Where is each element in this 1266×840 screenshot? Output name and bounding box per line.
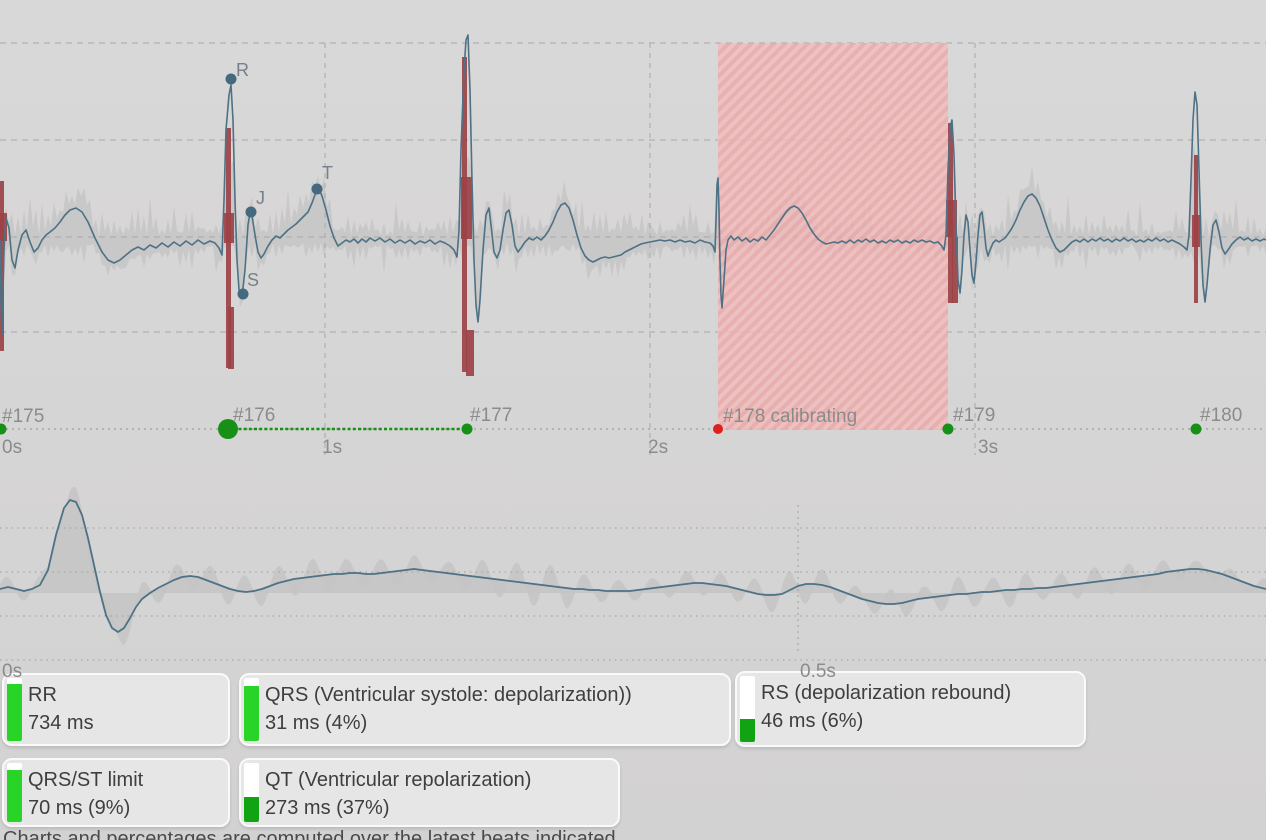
- beat-label-180: #180: [1200, 405, 1243, 426]
- gauge-fill-qrs-st-limit: [7, 770, 22, 822]
- gauge-rail-rs: [740, 676, 755, 742]
- stat-card-rs[interactable]: RS (depolarization rebound) 46 ms (6%): [735, 671, 1086, 747]
- top-axis-tick-2s: 2s: [648, 437, 669, 458]
- stat-card-value-qrs: 31 ms (4%): [265, 712, 368, 734]
- stat-card-title-qrs: QRS (Ventricular systole: depolarization…: [265, 684, 632, 706]
- stat-card-title-qt: QT (Ventricular repolarization): [265, 769, 532, 791]
- beat-label-177: #177: [470, 405, 513, 426]
- footer-note-clipped: Charts and percentages are computed over…: [3, 828, 616, 840]
- beat-label-178: #178 calibrating: [723, 406, 858, 427]
- top-axis-tick-0s: 0s: [2, 437, 23, 458]
- stat-card-title-rr: RR: [28, 684, 57, 706]
- bottom-axis-tick-0s: 0s: [2, 661, 23, 682]
- gauge-rail-qt: [244, 763, 259, 822]
- stat-card-title-rs: RS (depolarization rebound): [761, 682, 1012, 704]
- wave-point-label-s: S: [247, 270, 260, 290]
- gauge-fill-qrs: [244, 685, 259, 741]
- beat-dot-179[interactable]: [942, 423, 954, 435]
- beat-dot-180[interactable]: [1190, 423, 1202, 435]
- stat-card-qt[interactable]: QT (Ventricular repolarization) 273 ms (3…: [239, 758, 620, 827]
- gauge-fill-rr: [7, 684, 22, 741]
- stat-card-rr[interactable]: RR 734 ms: [2, 673, 230, 746]
- wave-point-label-t: T: [322, 163, 333, 183]
- stat-card-value-qrs-st-limit: 70 ms (9%): [28, 797, 131, 819]
- wave-point-label-j: J: [256, 188, 265, 208]
- qrs-interval-bars: [0, 57, 1200, 376]
- calibration-region: [718, 43, 948, 430]
- gridlines: [0, 42, 1266, 661]
- stat-card-qrs-st-limit[interactable]: QRS/ST limit 70 ms (9%): [2, 758, 230, 827]
- beat-dot-176[interactable]: [218, 419, 238, 439]
- stat-card-value-qt: 273 ms (37%): [265, 797, 390, 819]
- gauge-fill-rs: [740, 718, 755, 742]
- gauge-rail-qrs: [244, 678, 259, 741]
- beat-label-179: #179: [953, 405, 996, 426]
- top-axis-tick-3s: 3s: [978, 437, 999, 458]
- bottom-axis-tick-0.5s: 0.5s: [800, 661, 836, 682]
- stat-card-text-qrs: QRS (Ventricular systole: depolarization…: [265, 675, 729, 737]
- beat-label-176: #176: [233, 405, 276, 426]
- beat-detail-area-fill: [0, 500, 1266, 632]
- beat-detail-oscillation-band: [0, 486, 1266, 646]
- ecg-noise-envelope: [0, 142, 1266, 318]
- stat-card-text-rs: RS (depolarization rebound) 46 ms (6%): [761, 673, 1084, 735]
- beat-detail-trace: [0, 499, 1266, 633]
- beat-label-175: #175: [2, 406, 45, 427]
- stat-card-text-qt: QT (Ventricular repolarization) 273 ms (3…: [265, 760, 618, 822]
- stat-card-value-rr: 734 ms: [28, 712, 94, 734]
- beat-dot-175[interactable]: [0, 423, 7, 435]
- stat-card-value-rs: 46 ms (6%): [761, 710, 864, 732]
- top-axis-tick-1s: 1s: [322, 437, 343, 458]
- wave-point-label-r: R: [236, 60, 249, 80]
- wave-point-dot-j[interactable]: [245, 206, 257, 218]
- stat-card-text-rr: RR 734 ms: [28, 675, 228, 737]
- wave-point-dot-t[interactable]: [311, 183, 323, 195]
- gauge-rail-rr: [7, 678, 22, 741]
- wave-point-dot-r[interactable]: [225, 73, 237, 85]
- stat-card-qrs[interactable]: QRS (Ventricular systole: depolarization…: [239, 673, 731, 746]
- beat-dot-178[interactable]: [713, 424, 723, 434]
- stat-card-text-qrs-st-limit: QRS/ST limit 70 ms (9%): [28, 760, 228, 822]
- beat-dot-177[interactable]: [461, 423, 473, 435]
- ecg-trace: [0, 34, 1266, 336]
- stat-card-title-qrs-st-limit: QRS/ST limit: [28, 769, 144, 791]
- gauge-fill-qt: [244, 797, 259, 822]
- gauge-rail-qrs-st-limit: [7, 763, 22, 822]
- wave-point-dot-s[interactable]: [237, 288, 249, 300]
- wave-point-dots: [225, 73, 323, 300]
